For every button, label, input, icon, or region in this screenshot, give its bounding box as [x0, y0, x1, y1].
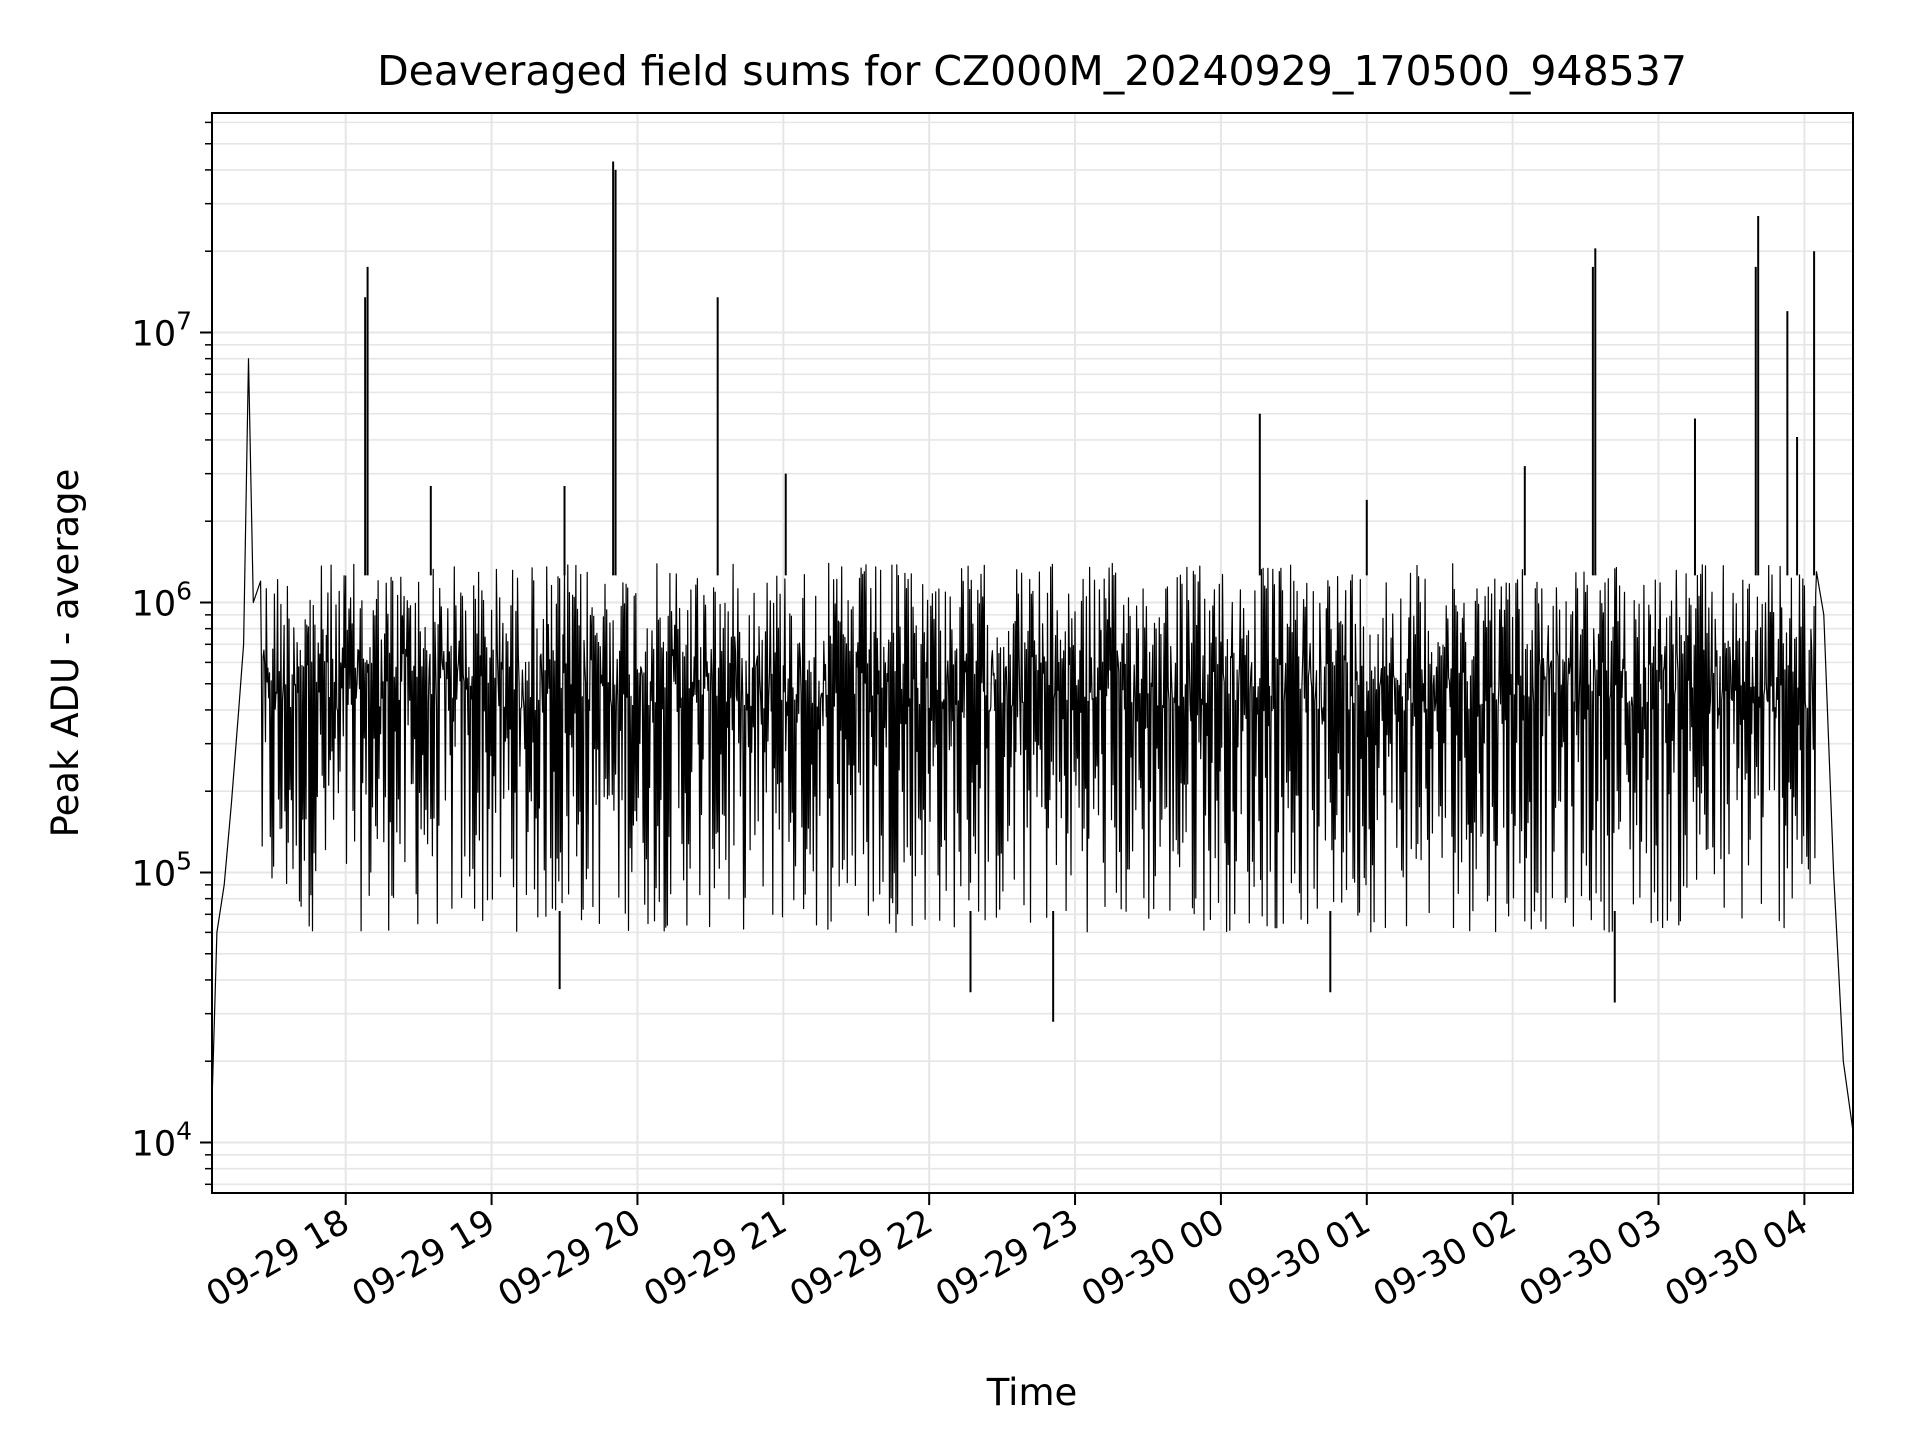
- y-tick-label: 104: [132, 1116, 192, 1164]
- y-tick-label: 106: [132, 576, 192, 624]
- chart-title: Deaveraged field sums for CZ000M_2024092…: [377, 47, 1687, 95]
- plot-frame: [211, 112, 1854, 1194]
- y-axis: 104 105 106 107: [132, 121, 212, 1186]
- x-axis-label: Time: [986, 1371, 1078, 1414]
- series-plot: [211, 161, 1854, 1132]
- y-tick-label: 107: [132, 306, 192, 354]
- y-tick-label: 105: [132, 846, 192, 894]
- series-line: [211, 358, 1854, 1132]
- y-axis-label: Peak ADU - average: [44, 469, 87, 838]
